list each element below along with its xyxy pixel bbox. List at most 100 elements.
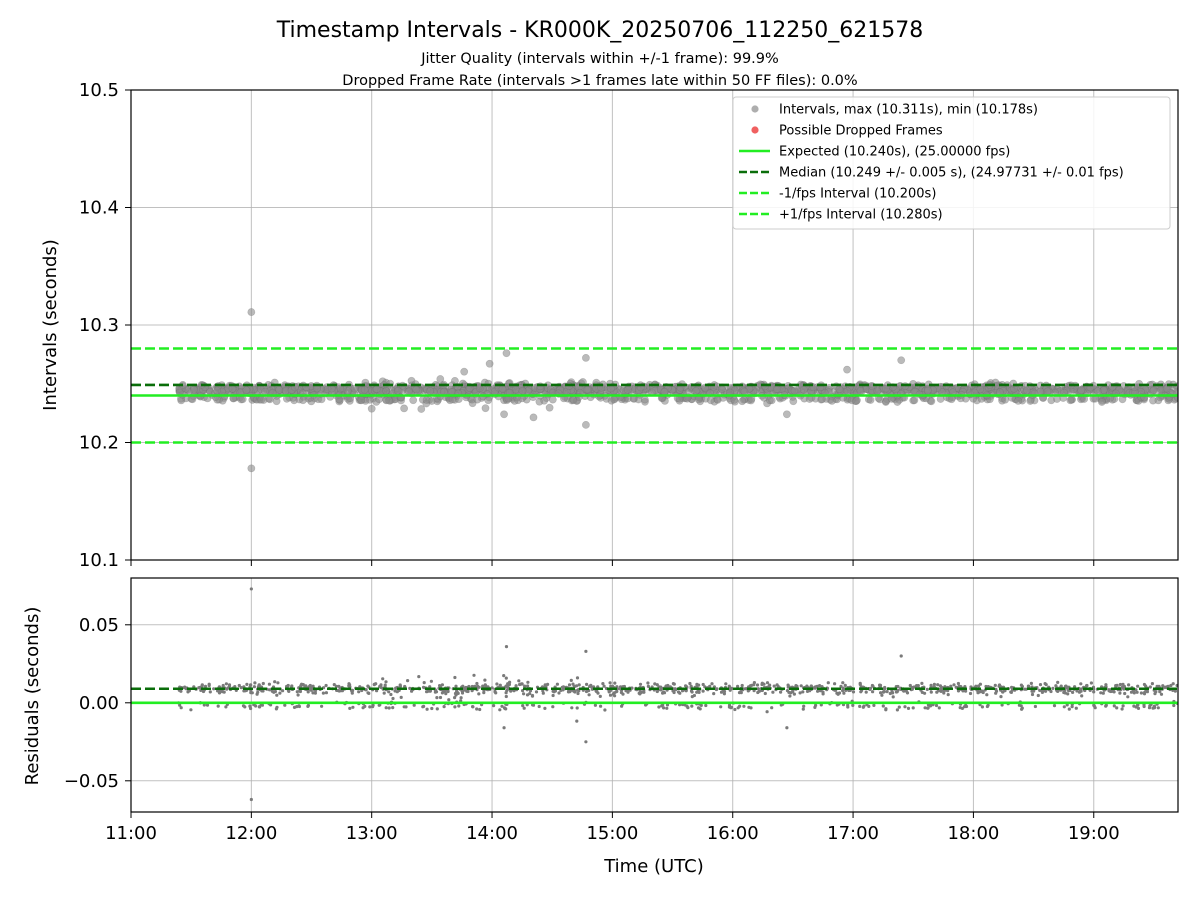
residual-point [701, 689, 705, 693]
residual-point [993, 683, 997, 688]
residual-point [603, 708, 607, 712]
residual-point [994, 691, 998, 695]
residual-point [792, 692, 797, 696]
residual-point [383, 683, 387, 687]
residual-point [956, 689, 961, 693]
residual-point [799, 684, 803, 688]
residual-point [306, 690, 310, 694]
residual-point [311, 684, 315, 688]
residual-point [457, 704, 461, 708]
residual-point [379, 685, 383, 690]
residual-point [471, 705, 475, 709]
residual-point [1101, 691, 1105, 695]
intervals-reference-lines [131, 347, 1178, 444]
residual-point [472, 673, 476, 677]
residual-point [207, 682, 211, 686]
interval-point [382, 386, 390, 395]
residual-point [391, 706, 395, 710]
interval-point [426, 387, 435, 395]
residual-outlier-point [249, 797, 253, 802]
interval-point [927, 397, 936, 406]
residual-point [740, 683, 744, 688]
residual-point [842, 691, 846, 695]
residual-point [212, 687, 216, 691]
interval-point [367, 404, 376, 413]
residual-point [1171, 682, 1175, 686]
residual-point [546, 682, 550, 687]
residual-point [974, 684, 978, 688]
residual-point [1080, 694, 1084, 698]
residual-point [525, 693, 530, 697]
residual-point [393, 689, 397, 693]
residual-point [508, 680, 512, 684]
residuals-panel: −0.05 0.00 0.05 11:00 12:00 13:00 14:00 15:00 16… [64, 577, 1179, 844]
residual-point [348, 706, 352, 711]
residual-point [879, 691, 883, 695]
residual-point [504, 676, 508, 680]
residual-point [976, 691, 980, 695]
residual-point [311, 691, 315, 695]
interval-point [1163, 384, 1171, 393]
residual-point [1166, 684, 1170, 688]
residual-point [189, 708, 193, 712]
residual-point [1030, 692, 1035, 697]
residual-point [655, 683, 659, 687]
residual-point [363, 704, 367, 709]
residual-point [826, 681, 830, 685]
residual-point [765, 681, 770, 685]
residual-point [908, 683, 912, 688]
residual-point [442, 705, 446, 709]
residual-point [1143, 690, 1147, 695]
residual-point [184, 686, 188, 690]
residual-point [371, 703, 375, 707]
residual-point [509, 689, 513, 693]
residual-point [1063, 691, 1067, 695]
residual-point [269, 703, 273, 707]
legend-label: +1/fps Interval (10.280s) [779, 208, 943, 223]
residual-point [611, 692, 616, 696]
residual-point [1136, 703, 1140, 707]
residual-point [216, 704, 220, 708]
residual-point [779, 690, 783, 694]
interval-point [1014, 396, 1023, 405]
residual-point [661, 703, 665, 707]
interval-outlier-point [247, 464, 256, 473]
residual-point [561, 685, 566, 689]
residual-point [728, 688, 732, 692]
residual-point [956, 681, 961, 686]
residual-point [851, 703, 855, 708]
residual-point [593, 703, 598, 707]
residual-outlier-point [584, 649, 588, 653]
residual-point [719, 690, 724, 694]
interval-point [843, 387, 852, 396]
residual-point [739, 690, 743, 694]
residual-point [594, 689, 598, 693]
residual-point [1031, 689, 1035, 693]
interval-point [1149, 396, 1157, 405]
residual-point [613, 681, 617, 685]
interval-point [228, 384, 237, 393]
residual-point [608, 693, 613, 697]
x-tick-label: 11:00 [105, 823, 157, 844]
residual-point [937, 706, 941, 710]
legend-label: Median (10.249 +/- 0.005 s), (24.97731 +… [779, 166, 1124, 181]
residual-point [929, 703, 933, 707]
residual-point [615, 689, 619, 694]
residual-point [1029, 681, 1033, 686]
residual-point [275, 705, 279, 709]
residual-point [402, 705, 406, 709]
interval-point [641, 395, 649, 404]
residuals-y-tick-label: 0.05 [79, 615, 119, 636]
interval-point [692, 386, 700, 395]
residual-point [686, 706, 690, 710]
residual-point [851, 690, 856, 694]
residual-point [1139, 691, 1143, 695]
residual-point [403, 684, 407, 689]
residual-point [466, 689, 470, 694]
residual-point [253, 681, 257, 685]
residual-point [1158, 690, 1162, 694]
residual-point [202, 703, 206, 707]
residual-point [727, 703, 732, 707]
residual-point [878, 683, 883, 687]
interval-point [873, 387, 882, 395]
